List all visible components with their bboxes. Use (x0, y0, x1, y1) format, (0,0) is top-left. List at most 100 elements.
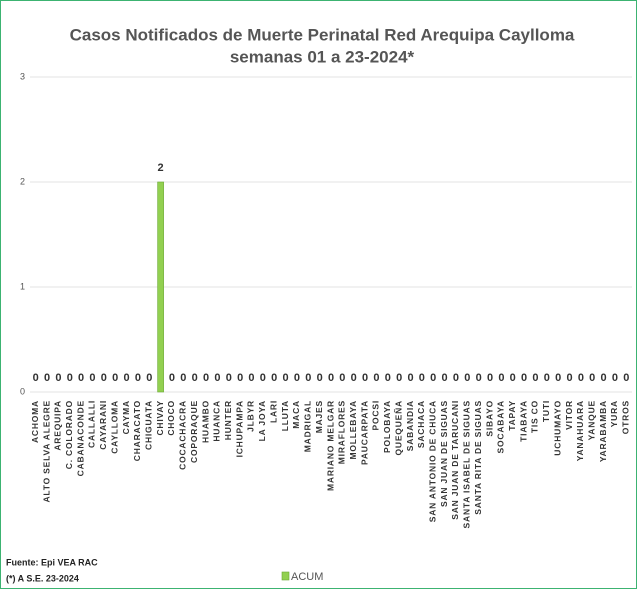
data-label: 0 (89, 372, 95, 384)
data-label: 0 (78, 372, 84, 384)
legend-swatch (281, 571, 290, 581)
x-tick-label: LARI (268, 400, 278, 423)
y-tick-label: 0 (20, 386, 25, 396)
data-label: 0 (101, 372, 107, 384)
chart-subtitle: semanas 01 a 23-2024* (230, 47, 415, 66)
data-label: 0 (351, 372, 357, 384)
x-tick-label: SAN ANTONIO DE CHUCA (427, 400, 437, 522)
x-tick-label: TIABAYA (518, 400, 528, 442)
x-tick-label: LLUTA (280, 400, 290, 431)
x-tick-label: MAJES (314, 400, 324, 433)
y-tick-label: 1 (20, 281, 25, 291)
x-tick-label: ACHOMA (30, 400, 40, 443)
data-label: 0 (362, 372, 368, 384)
data-label: 0 (464, 372, 470, 384)
x-tick-label: PAUCARPATA (359, 400, 369, 465)
data-label: 0 (430, 372, 436, 384)
data-label: 0 (180, 372, 186, 384)
x-tick-label: MADRIGAL (303, 400, 313, 452)
data-label: 2 (158, 162, 164, 174)
x-tick-label: CAYMA (121, 400, 131, 434)
x-tick-label: CHOCO (166, 400, 176, 436)
x-tick-label: AREQUIPA (53, 400, 63, 451)
data-label: 0 (203, 372, 209, 384)
x-tick-label: HUNTER (223, 400, 233, 440)
data-label: 0 (510, 372, 516, 384)
x-tick-label: POCSI (371, 400, 381, 430)
source-note: Fuente: Epi VEA RAC (6, 557, 98, 567)
data-label: 0 (442, 372, 448, 384)
data-label: 0 (373, 372, 379, 384)
x-tick-label: TUTI (541, 400, 551, 422)
x-tick-label: YANAHUARA (575, 400, 585, 461)
x-tick-label: MARIANO MELGAR (325, 400, 335, 491)
x-tick-label: OTROS (621, 400, 631, 434)
data-label: 0 (453, 372, 459, 384)
x-tick-label: YANQUE (586, 400, 596, 440)
x-tick-label: HUAMBO (200, 400, 210, 443)
data-label: 0 (612, 372, 618, 384)
data-label: 0 (237, 372, 243, 384)
x-tick-label: CHIVAY (155, 400, 165, 436)
x-tick-label: YARABAMBA (598, 400, 608, 462)
data-label: 0 (44, 372, 50, 384)
x-tick-label: SANTA ISABEL DE SIGUAS (462, 400, 472, 528)
x-tick-label: JLBYR (246, 400, 256, 432)
data-label: 0 (146, 372, 152, 384)
x-tick-label: SABANDIA (405, 400, 415, 451)
data-label: 0 (498, 372, 504, 384)
bar (157, 181, 164, 393)
data-label: 0 (555, 372, 561, 384)
data-label: 0 (544, 372, 550, 384)
legend-label: ACUM (291, 571, 323, 583)
data-label: 0 (566, 372, 572, 384)
x-tick-label: ICHUPAMPA (234, 400, 244, 457)
data-label: 0 (578, 372, 584, 384)
x-tick-label: UCHUMAYO (552, 400, 562, 456)
data-label: 0 (67, 372, 73, 384)
x-tick-label: CAYARANI (98, 400, 108, 450)
x-tick-label: CHIGUATA (144, 400, 154, 450)
y-tick-label: 3 (20, 71, 25, 81)
data-label: 0 (169, 372, 175, 384)
data-label: 0 (396, 372, 402, 384)
x-tick-label: CALLALLI (87, 400, 97, 448)
data-label: 0 (192, 372, 198, 384)
x-tick-label: SACHACA (416, 400, 426, 448)
x-tick-label: POLOBAYA (382, 400, 392, 453)
data-label: 0 (407, 372, 413, 384)
data-label: 0 (589, 372, 595, 384)
data-label: 0 (532, 372, 538, 384)
chart-title: Casos Notificados de Muerte Perinatal Re… (70, 25, 575, 44)
x-tick-label: COPORAQUE (189, 400, 199, 463)
x-tick-label: TIS CO (530, 400, 540, 433)
data-label: 0 (214, 372, 220, 384)
data-label: 0 (317, 372, 323, 384)
x-tick-label: SAN JUAN DE TARUCANI (450, 400, 460, 520)
data-label: 0 (260, 372, 266, 384)
data-label: 0 (385, 372, 391, 384)
data-label: 0 (283, 372, 289, 384)
x-tick-label: SOCABAYA (496, 400, 506, 453)
data-label: 0 (248, 372, 254, 384)
data-label: 0 (294, 372, 300, 384)
x-tick-label: CHARACATO (132, 400, 142, 461)
data-label: 0 (112, 372, 118, 384)
data-label: 0 (521, 372, 527, 384)
x-tick-label: MOLLEBAYA (348, 400, 358, 459)
x-tick-label: CAYLLOMA (109, 400, 119, 454)
data-label: 0 (419, 372, 425, 384)
data-label: 0 (271, 372, 277, 384)
data-label: 0 (226, 372, 232, 384)
x-tick-label: MIRAFLORES (337, 400, 347, 464)
x-tick-label: SANTA RITA DE SIGUAS (473, 400, 483, 515)
x-tick-label: MACA (291, 400, 301, 429)
x-tick-label: LA JOYA (257, 400, 267, 441)
data-label: 0 (33, 372, 39, 384)
data-label: 0 (339, 372, 345, 384)
data-label: 0 (55, 372, 61, 384)
data-label: 0 (623, 372, 629, 384)
x-tick-label: TAPAY (507, 400, 517, 431)
